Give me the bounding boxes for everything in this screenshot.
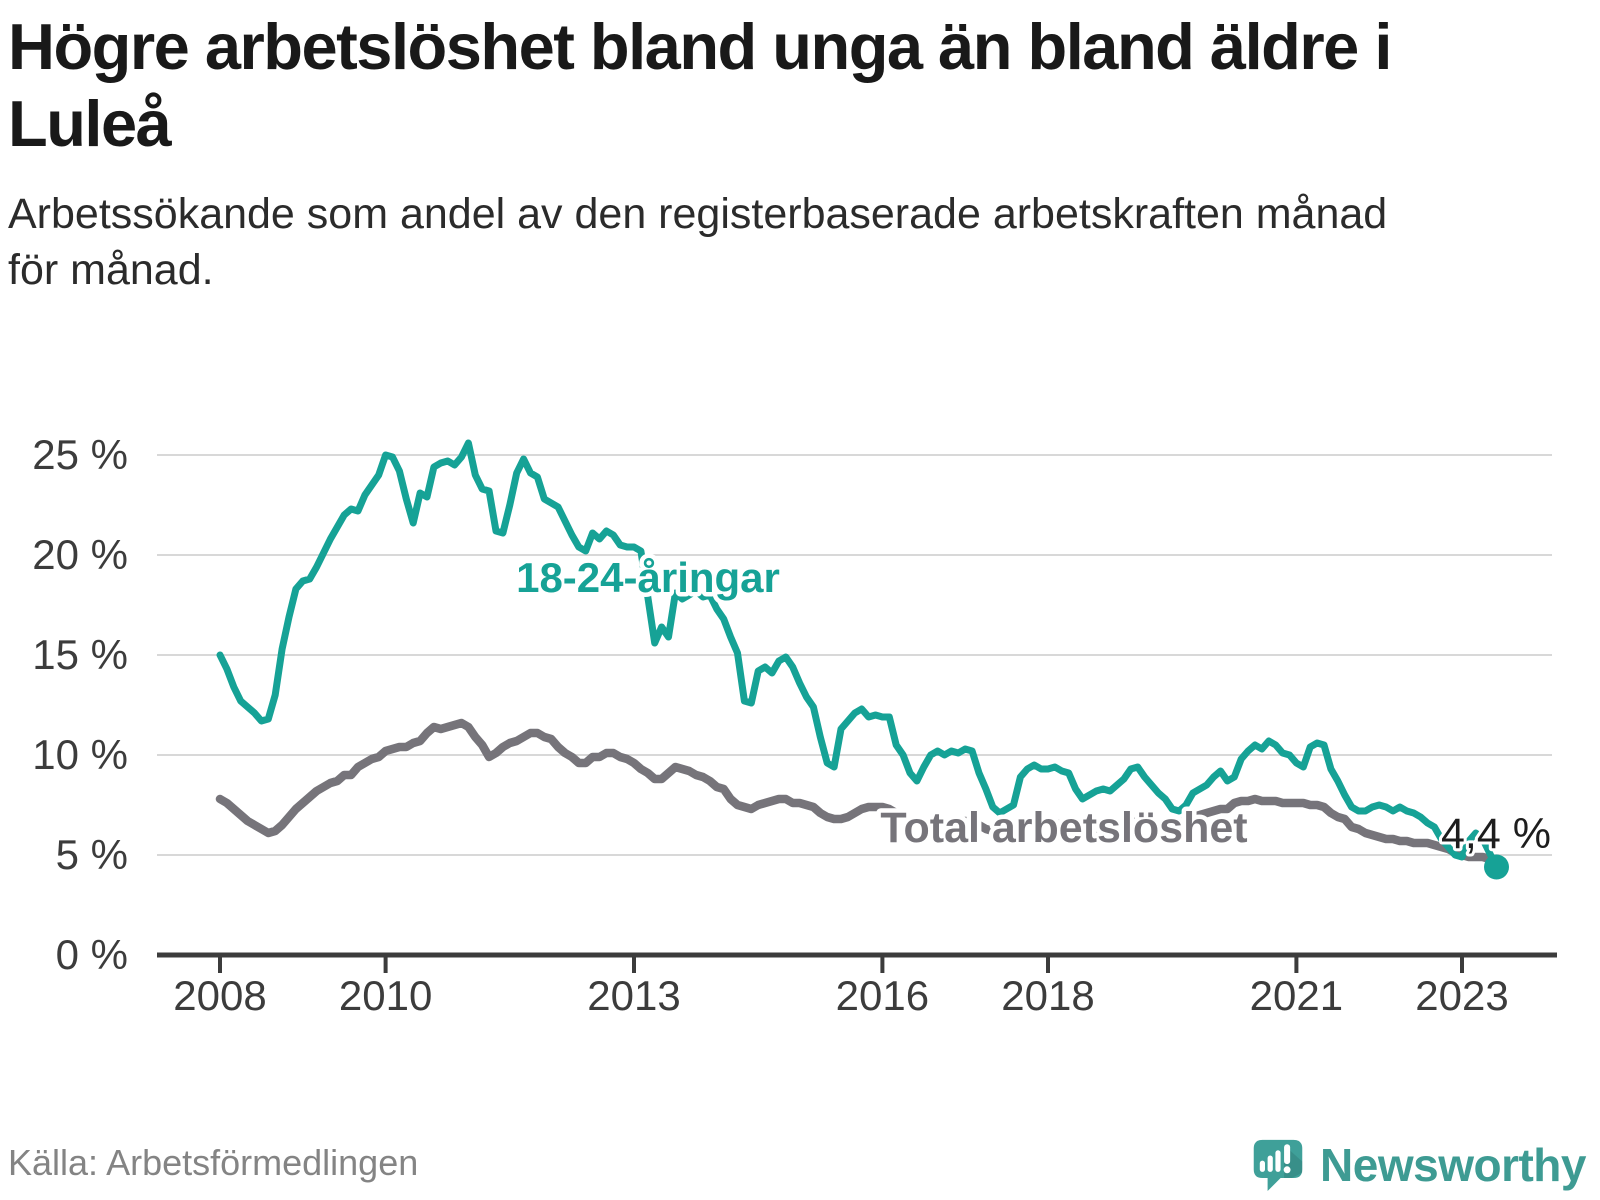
- y-tick-label-10: 10 %: [32, 731, 128, 778]
- page-subtitle: Arbetssökande som andel av den registerb…: [8, 186, 1596, 298]
- x-tick-label-2013: 2013: [587, 972, 680, 1019]
- x-tick-label-2008: 2008: [173, 972, 266, 1019]
- x-tick-label-2023: 2023: [1415, 972, 1508, 1019]
- page-title-line-1: Högre arbetslöshet bland unga än bland ä…: [8, 10, 1392, 83]
- latest-value-annotation: 4,4 %: [1441, 810, 1551, 858]
- y-tick-label-20: 20 %: [32, 531, 128, 578]
- series-line-total: [215, 718, 1501, 868]
- y-tick-label-5: 5 %: [56, 831, 128, 878]
- y-tick-label-0: 0 %: [56, 931, 128, 978]
- x-tick-label-2021: 2021: [1250, 972, 1343, 1019]
- y-tick-label-25: 25 %: [32, 431, 128, 478]
- page-subtitle-line-2: för månad.: [8, 246, 214, 294]
- newsworthy-speech-bubble-icon: [1253, 1139, 1303, 1191]
- newsworthy-logo: Newsworthy: [1252, 1138, 1586, 1192]
- source-attribution: Källa: Arbetsförmedlingen: [8, 1142, 419, 1183]
- page-title-line-2: Luleå: [8, 87, 172, 160]
- header: Högre arbetslöshet bland unga än bland ä…: [8, 8, 1596, 298]
- y-tick-label-15: 15 %: [32, 631, 128, 678]
- series-line-youth: [216, 439, 1500, 871]
- series-label-total: Total arbetslöshet: [880, 804, 1247, 852]
- series-label-youth: 18-24-åringar: [516, 554, 780, 601]
- x-tick-label-2018: 2018: [1001, 972, 1094, 1019]
- page-subtitle-line-1: Arbetssökande som andel av den registerb…: [8, 190, 1388, 238]
- newsworthy-logo-text: Newsworthy: [1320, 1139, 1586, 1191]
- x-tick-label-2016: 2016: [836, 972, 929, 1019]
- x-tick-label-2010: 2010: [339, 972, 432, 1019]
- series-end-dot: [1484, 854, 1509, 880]
